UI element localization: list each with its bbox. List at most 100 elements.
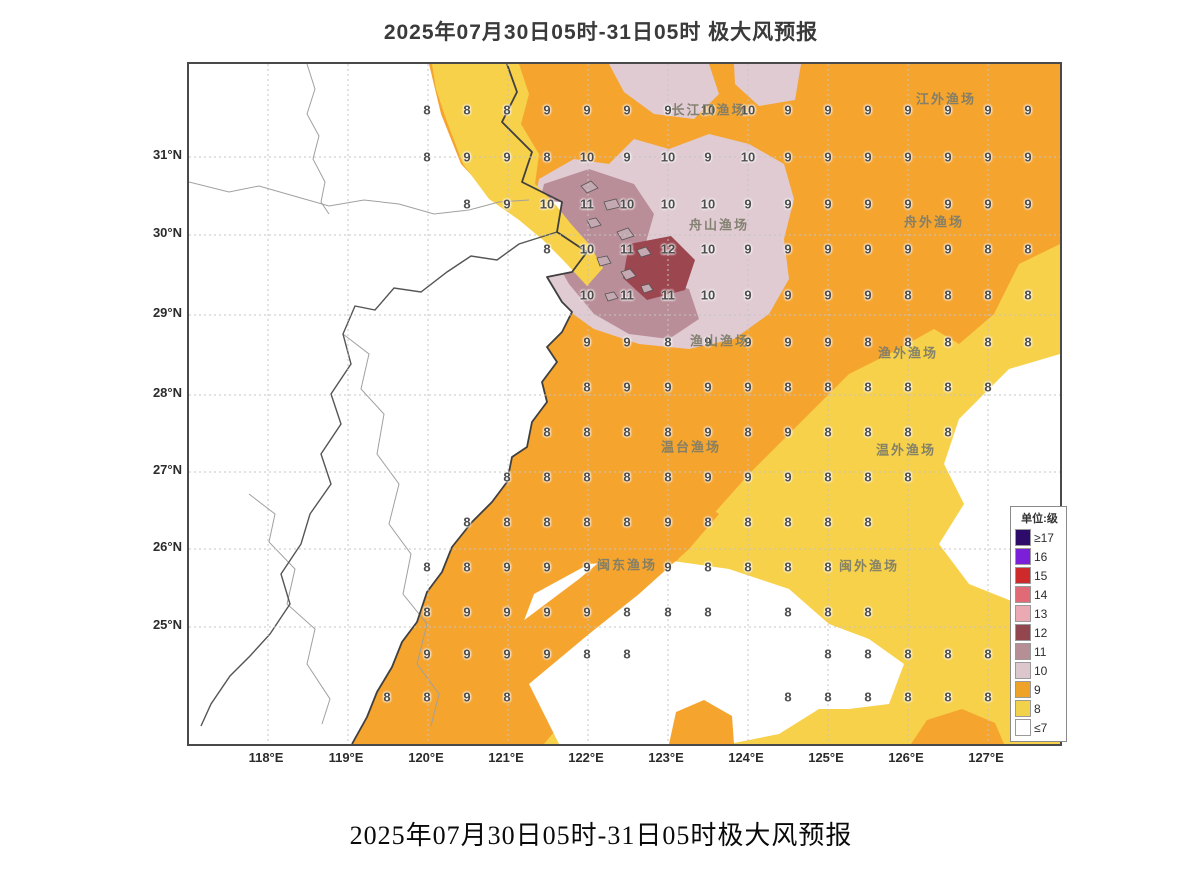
wind-value: 9: [864, 102, 872, 118]
legend-entry: 13: [1015, 604, 1064, 623]
wind-value: 8: [904, 646, 912, 662]
wind-value: 10: [579, 149, 595, 165]
wind-value: 8: [784, 379, 792, 395]
legend-swatch: [1015, 662, 1031, 679]
wind-value: 8: [864, 604, 872, 620]
lat-axis-label: 27°N: [152, 462, 182, 477]
wind-value: 8: [583, 646, 591, 662]
wind-value: 9: [944, 102, 952, 118]
wind-value: 9: [744, 334, 752, 350]
wind-value: 9: [1024, 102, 1032, 118]
wind-value: 8: [904, 334, 912, 350]
wind-value: 8: [623, 514, 631, 530]
legend-swatch: [1015, 643, 1031, 660]
wind-values-layer: 8 8 8 9 9 9 9 10 10 9 9 9 9 9 9 9 8 9 9 8 10 9 10 9 10 9 9 9 9 9 9 9 8 9 1…: [189, 64, 1060, 744]
legend-swatch: [1015, 681, 1031, 698]
wind-value: 9: [824, 287, 832, 303]
wind-value: 9: [623, 149, 631, 165]
wind-value: 9: [1024, 149, 1032, 165]
wind-value: 11: [620, 241, 634, 257]
wind-value: 8: [984, 379, 992, 395]
legend-label: 15: [1034, 568, 1048, 583]
wind-value: 8: [1024, 287, 1032, 303]
province-border: [342, 333, 440, 727]
wind-value: 8: [824, 604, 832, 620]
sea-region-orange-blob-1: [669, 700, 734, 744]
wind-value: 9: [623, 379, 631, 395]
wind-value: 9: [463, 149, 471, 165]
wind-value: 8: [864, 469, 872, 485]
lon-axis-label: 123°E: [648, 750, 684, 765]
fishing-ground-label: 渔外渔场: [877, 345, 939, 361]
wind-value: 10: [660, 149, 676, 165]
wind-value: 9: [824, 334, 832, 350]
wind-value: 9: [784, 424, 792, 440]
wind-value: 8: [423, 604, 431, 620]
wind-value: 8: [864, 424, 872, 440]
land-region: [189, 64, 587, 744]
wind-value: 11: [661, 287, 675, 303]
province-border: [306, 64, 330, 215]
wind-value: 8: [744, 559, 752, 575]
wind-value: 9: [543, 559, 551, 575]
legend-label: 16: [1034, 549, 1048, 564]
wind-value: 9: [904, 149, 912, 165]
wind-forecast-map: 8 8 8 9 9 9 9 10 10 9 9 9 9 9 9 9 8 9 9 8 10 9 10 9 10 9 9 9 9 9 9 9 8 9 1…: [187, 62, 1067, 746]
wind-value: 11: [620, 287, 634, 303]
legend-label: 8: [1034, 701, 1041, 716]
wind-value: 8: [503, 102, 511, 118]
wind-value: 8: [864, 379, 872, 395]
wind-value: 9: [744, 379, 752, 395]
wind-value: 9: [423, 646, 431, 662]
wind-value: 9: [904, 196, 912, 212]
wind-value: 9: [623, 102, 631, 118]
lat-axis-label: 30°N: [152, 225, 182, 240]
wind-value: 8: [423, 689, 431, 705]
wind-value: 8: [704, 559, 712, 575]
wind-value: 8: [463, 559, 471, 575]
wind-value: 8: [543, 424, 551, 440]
wind-value: 8: [904, 469, 912, 485]
legend-swatch: [1015, 548, 1031, 565]
lat-axis-label: 26°N: [152, 539, 182, 554]
islands: [580, 180, 654, 302]
wind-value: 9: [503, 559, 511, 575]
lon-axis-label: 124°E: [728, 750, 764, 765]
wind-value: 9: [503, 149, 511, 165]
wind-value: 9: [864, 149, 872, 165]
wind-value: 9: [824, 102, 832, 118]
wind-value: 8: [744, 514, 752, 530]
legend-title: 单位:级: [1021, 513, 1058, 525]
sea-region-orange-band: [349, 494, 719, 744]
legend-label: ≥17: [1034, 530, 1054, 545]
wind-value: 8: [744, 424, 752, 440]
fishing-ground-label: 温台渔场: [660, 439, 722, 455]
wind-value: 8: [543, 149, 551, 165]
wind-value: 8: [824, 469, 832, 485]
wind-value: 9: [583, 604, 591, 620]
legend-swatch: [1015, 567, 1031, 584]
wind-value: 8: [383, 689, 391, 705]
lon-axis-label: 118°E: [248, 750, 284, 765]
graticule-grid: [189, 64, 1060, 744]
fishing-ground-labels-layer: 长江口渔场 江外渔场 舟山渔场 舟外渔场 渔山渔场 渔外渔场 温台渔场 温外渔场 闽东渔场 闽外渔…: [189, 64, 1060, 744]
wind-value: 9: [864, 241, 872, 257]
wind-value: 8: [984, 287, 992, 303]
wind-value: 9: [503, 604, 511, 620]
legend: 单位:级 ≥17 16 15 14 13 12 11 10 9 8 ≤7: [1010, 506, 1067, 742]
wind-value: 9: [664, 379, 672, 395]
wind-value: 9: [824, 241, 832, 257]
wind-value: 9: [704, 469, 712, 485]
wind-value: 8: [503, 689, 511, 705]
wind-value: 9: [904, 102, 912, 118]
wind-value: 8: [944, 334, 952, 350]
wind-value: 8: [904, 424, 912, 440]
wind-value: 9: [904, 241, 912, 257]
wind-value: 8: [824, 379, 832, 395]
lat-axis-label: 29°N: [152, 305, 182, 320]
lon-axis-label: 127°E: [968, 750, 1004, 765]
wind-value: 8: [503, 514, 511, 530]
lon-axis-label: 119°E: [328, 750, 364, 765]
wind-value: 9: [664, 102, 672, 118]
wind-value: 9: [543, 604, 551, 620]
